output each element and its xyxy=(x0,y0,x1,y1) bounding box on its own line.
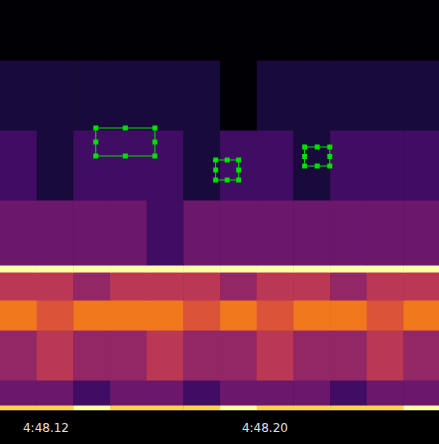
svg-text:4:48.20: 4:48.20 xyxy=(242,421,288,435)
svg-text:4:48.12: 4:48.12 xyxy=(23,421,69,435)
